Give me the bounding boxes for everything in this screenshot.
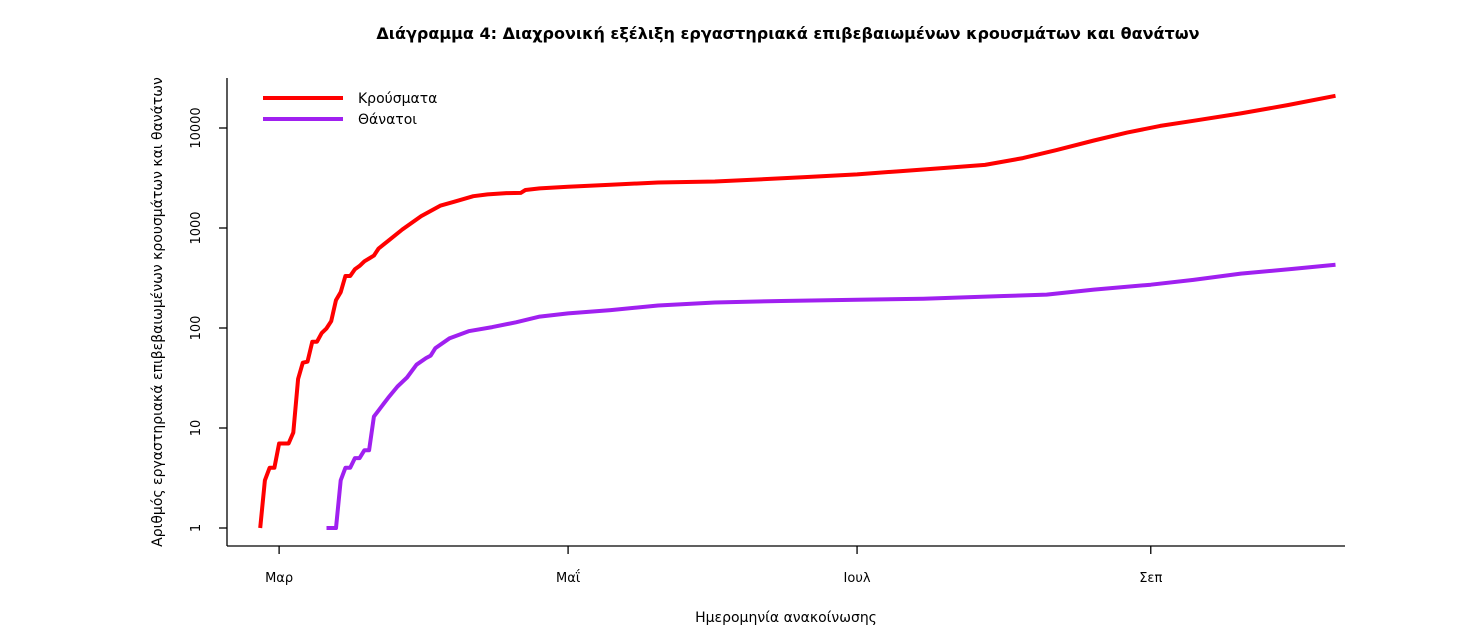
x-tick-label: Σεπ — [1139, 571, 1162, 586]
y-axis-ticks: 1 10 100 1000 10000 — [189, 107, 227, 532]
x-tick-label: Μαρ — [265, 571, 293, 586]
y-tick-label: 10 — [189, 420, 204, 437]
x-tick-label: Ιουλ — [844, 571, 871, 586]
legend-label-deaths: Θάνατοι — [358, 112, 417, 128]
x-tick-label: Μαΐ — [556, 570, 581, 586]
legend-label-cases: Κρούσματα — [358, 91, 437, 107]
y-tick-label: 1000 — [189, 211, 204, 244]
series-line-deaths — [326, 262, 1336, 530]
chart-title: Διάγραμμα 4: Διαχρονική εξέλιξη εργαστηρ… — [376, 24, 1199, 43]
legend: Κρούσματα Θάνατοι — [263, 91, 437, 128]
series-line-cases — [258, 93, 1336, 529]
y-tick-label: 10000 — [189, 107, 204, 148]
y-tick-label: 100 — [189, 316, 204, 341]
y-axis-label: Αριθμός εργαστηριακά επιβεβαιωμένων κρου… — [150, 77, 166, 547]
series-layer — [258, 93, 1336, 530]
x-axis-ticks: Μαρ Μαΐ Ιουλ Σεπ — [265, 546, 1162, 586]
y-tick-label: 1 — [189, 524, 204, 532]
x-axis-label: Ημερομηνία ανακοίνωσης — [695, 610, 877, 626]
